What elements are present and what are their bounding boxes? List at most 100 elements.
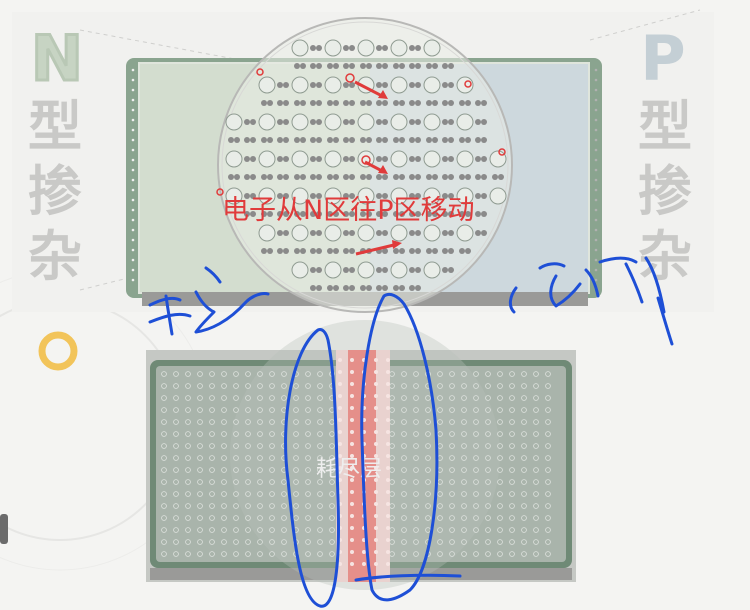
lattice-dot xyxy=(545,491,551,497)
bond-dot xyxy=(327,174,333,180)
bond-dot xyxy=(283,193,289,199)
lattice-dot xyxy=(485,479,491,485)
lattice-dot xyxy=(509,491,515,497)
lattice-dot xyxy=(533,515,539,521)
lattice-atom xyxy=(456,187,474,205)
bond-dot xyxy=(333,174,339,180)
lattice-dot xyxy=(185,407,191,413)
lattice-atom xyxy=(357,39,375,57)
lattice-atom xyxy=(291,76,309,94)
frame-dot xyxy=(131,148,135,152)
frame-dot xyxy=(594,68,598,72)
depletion-dot xyxy=(362,514,366,518)
bond-dot xyxy=(310,267,316,273)
lattice-dot xyxy=(449,443,455,449)
lattice-dot xyxy=(473,539,479,545)
lattice-dot xyxy=(521,491,527,497)
bond-dot xyxy=(250,211,256,217)
depletion-dot xyxy=(386,514,390,518)
lattice-dot xyxy=(185,419,191,425)
frame-dot xyxy=(594,198,598,202)
bond-dot xyxy=(481,119,487,125)
frame-dot xyxy=(594,88,598,92)
lattice-dot xyxy=(209,527,215,533)
frame-dot xyxy=(594,208,598,212)
lattice-dot xyxy=(269,395,275,401)
lattice-dot xyxy=(173,419,179,425)
lattice-dot xyxy=(161,419,167,425)
frame-dot xyxy=(594,248,598,252)
lattice-atom xyxy=(489,187,507,205)
depletion-dot xyxy=(362,442,366,446)
bond-dot xyxy=(393,248,399,254)
lattice-dot xyxy=(269,371,275,377)
depletion-dot xyxy=(386,502,390,506)
bond-dot xyxy=(310,63,316,69)
bond-dot xyxy=(393,137,399,143)
lattice-dot xyxy=(449,371,455,377)
bond-dot xyxy=(459,137,465,143)
frame-dot xyxy=(594,118,598,122)
bond-dot xyxy=(228,174,234,180)
lattice-dot xyxy=(473,455,479,461)
bond-dot xyxy=(283,248,289,254)
lattice-dot xyxy=(221,527,227,533)
bond-dot xyxy=(343,100,349,106)
lattice-dot xyxy=(473,467,479,473)
depletion-dot xyxy=(362,406,366,410)
depletion-dot xyxy=(338,406,342,410)
lattice-dot xyxy=(497,479,503,485)
bond-dot xyxy=(382,285,388,291)
bond-dot xyxy=(316,100,322,106)
lattice-dot xyxy=(221,515,227,521)
lattice-dot xyxy=(485,419,491,425)
depletion-dot xyxy=(386,562,390,566)
bond-dot xyxy=(376,82,382,88)
bond-dot xyxy=(382,63,388,69)
bond-dot xyxy=(333,63,339,69)
lattice-dot xyxy=(533,539,539,545)
lattice-dot xyxy=(509,539,515,545)
depletion-dot xyxy=(374,370,378,374)
bond-dot xyxy=(343,119,349,125)
bond-dot xyxy=(327,285,333,291)
lattice-atom xyxy=(324,224,342,242)
lattice-dot xyxy=(521,431,527,437)
bond-dot xyxy=(475,156,481,162)
lattice-dot xyxy=(461,407,467,413)
n-type-char-1: 型 xyxy=(28,95,82,158)
electron-arrows xyxy=(216,68,506,256)
lattice-dot xyxy=(521,443,527,449)
bond-dot xyxy=(415,137,421,143)
bond-dot xyxy=(283,156,289,162)
frame-dot xyxy=(131,108,135,112)
bond-dot xyxy=(448,82,454,88)
lattice-atom xyxy=(291,150,309,168)
lattice-dot xyxy=(173,515,179,521)
lattice-atom xyxy=(456,113,474,131)
lattice-dot xyxy=(497,407,503,413)
bond-dot xyxy=(481,174,487,180)
lattice-dot xyxy=(545,527,551,533)
lattice-dot xyxy=(209,455,215,461)
lattice-dot xyxy=(473,383,479,389)
lattice-dot xyxy=(257,455,263,461)
bond-dot xyxy=(327,211,333,217)
frame-dot xyxy=(131,188,135,192)
bond-dot xyxy=(267,137,273,143)
depletion-dot xyxy=(386,538,390,542)
depletion-dot xyxy=(374,526,378,530)
lattice-dot xyxy=(509,503,515,509)
lattice-dot xyxy=(257,407,263,413)
lattice-dot xyxy=(545,395,551,401)
bond-dot xyxy=(475,100,481,106)
depletion-dot xyxy=(374,562,378,566)
lattice-dot xyxy=(257,467,263,473)
bond-dot xyxy=(234,137,240,143)
bond-dot xyxy=(376,174,382,180)
lattice-atom xyxy=(357,261,375,279)
depletion-dot xyxy=(338,370,342,374)
lattice-dot xyxy=(521,479,527,485)
depletion-dot xyxy=(338,430,342,434)
bond-dot xyxy=(448,230,454,236)
